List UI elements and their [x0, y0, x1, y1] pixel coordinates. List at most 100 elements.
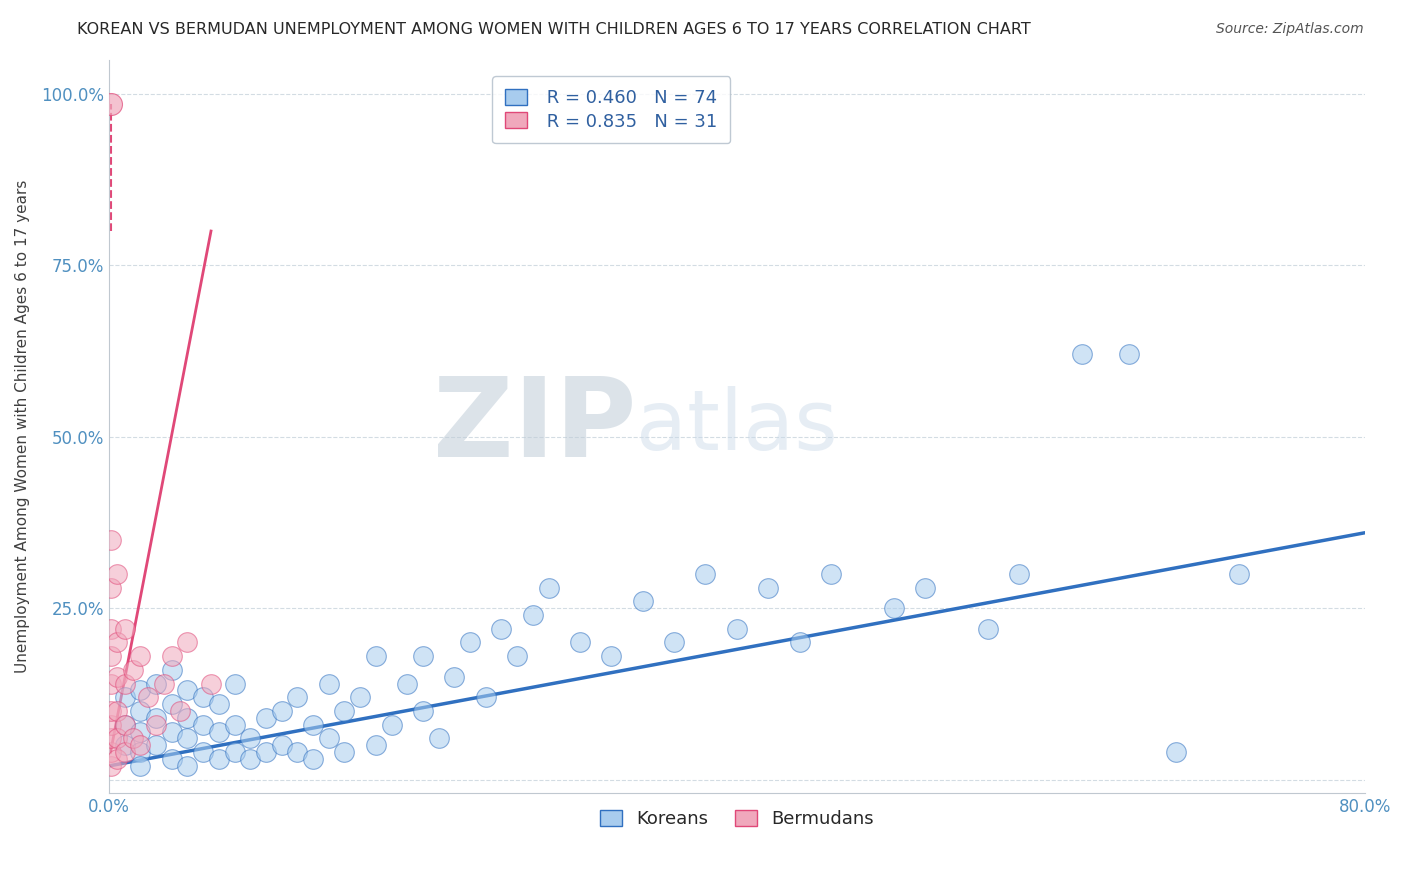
Point [129, 704, 152, 718]
Point [270, 704, 292, 718]
Point [349, 690, 371, 705]
Point [491, 622, 513, 636]
Point [977, 622, 1000, 636]
Point [160, 724, 183, 739]
Point [224, 676, 246, 690]
Point [114, 690, 136, 705]
Point [318, 731, 340, 746]
Point [100, 718, 122, 732]
Point [631, 594, 654, 608]
Point [114, 718, 136, 732]
Point [145, 711, 167, 725]
Point [285, 745, 308, 759]
Point [100, 731, 122, 746]
Point [254, 745, 277, 759]
Point [333, 745, 356, 759]
Point [302, 718, 325, 732]
Text: KOREAN VS BERMUDAN UNEMPLOYMENT AMONG WOMEN WITH CHILDREN AGES 6 TO 17 YEARS COR: KOREAN VS BERMUDAN UNEMPLOYMENT AMONG WO… [77, 22, 1031, 37]
Point [176, 635, 198, 649]
Point [114, 676, 136, 690]
Point [695, 566, 717, 581]
Point [443, 670, 465, 684]
Point [820, 566, 842, 581]
Point [662, 635, 685, 649]
Point [114, 745, 136, 759]
Point [114, 622, 136, 636]
Point [114, 739, 136, 753]
Point [100, 676, 122, 690]
Point [153, 676, 176, 690]
Point [160, 663, 183, 677]
Point [169, 704, 191, 718]
Point [176, 759, 198, 773]
Point [105, 670, 128, 684]
Point [100, 649, 122, 664]
Point [285, 690, 308, 705]
Point [160, 697, 183, 711]
Point [191, 690, 214, 705]
Point [208, 752, 231, 766]
Text: atlas: atlas [637, 386, 838, 467]
Point [364, 739, 387, 753]
Point [191, 718, 214, 732]
Point [121, 663, 143, 677]
Point [105, 752, 128, 766]
Point [1166, 745, 1188, 759]
Point [129, 745, 152, 759]
Point [176, 731, 198, 746]
Point [105, 704, 128, 718]
Point [176, 711, 198, 725]
Point [537, 581, 560, 595]
Point [506, 649, 529, 664]
Point [318, 676, 340, 690]
Point [1008, 566, 1031, 581]
Point [105, 566, 128, 581]
Point [145, 676, 167, 690]
Point [100, 533, 122, 547]
Point [160, 752, 183, 766]
Point [129, 724, 152, 739]
Point [129, 649, 152, 664]
Point [239, 752, 262, 766]
Point [1118, 347, 1140, 361]
Point [100, 97, 122, 112]
Point [1227, 566, 1250, 581]
Point [427, 731, 450, 746]
Point [100, 704, 122, 718]
Point [302, 752, 325, 766]
Point [129, 683, 152, 698]
Point [380, 718, 402, 732]
Point [160, 649, 183, 664]
Text: Source: ZipAtlas.com: Source: ZipAtlas.com [1216, 22, 1364, 37]
Point [100, 581, 122, 595]
Point [412, 704, 434, 718]
Point [100, 622, 122, 636]
Point [254, 711, 277, 725]
Point [270, 739, 292, 753]
Point [522, 608, 544, 623]
Point [176, 683, 198, 698]
Point [789, 635, 811, 649]
Point [145, 739, 167, 753]
Point [129, 739, 152, 753]
Point [191, 745, 214, 759]
Point [114, 718, 136, 732]
Point [568, 635, 591, 649]
Legend: Koreans, Bermudans: Koreans, Bermudans [593, 803, 882, 836]
Point [224, 745, 246, 759]
Point [600, 649, 623, 664]
Point [200, 676, 222, 690]
Point [239, 731, 262, 746]
Point [364, 649, 387, 664]
Point [474, 690, 496, 705]
Point [914, 581, 936, 595]
Point [333, 704, 356, 718]
Point [1071, 347, 1094, 361]
Point [105, 635, 128, 649]
Point [883, 601, 905, 615]
Text: ZIP: ZIP [433, 373, 637, 480]
Point [208, 724, 231, 739]
Point [121, 731, 143, 746]
Point [412, 649, 434, 664]
Point [105, 731, 128, 746]
